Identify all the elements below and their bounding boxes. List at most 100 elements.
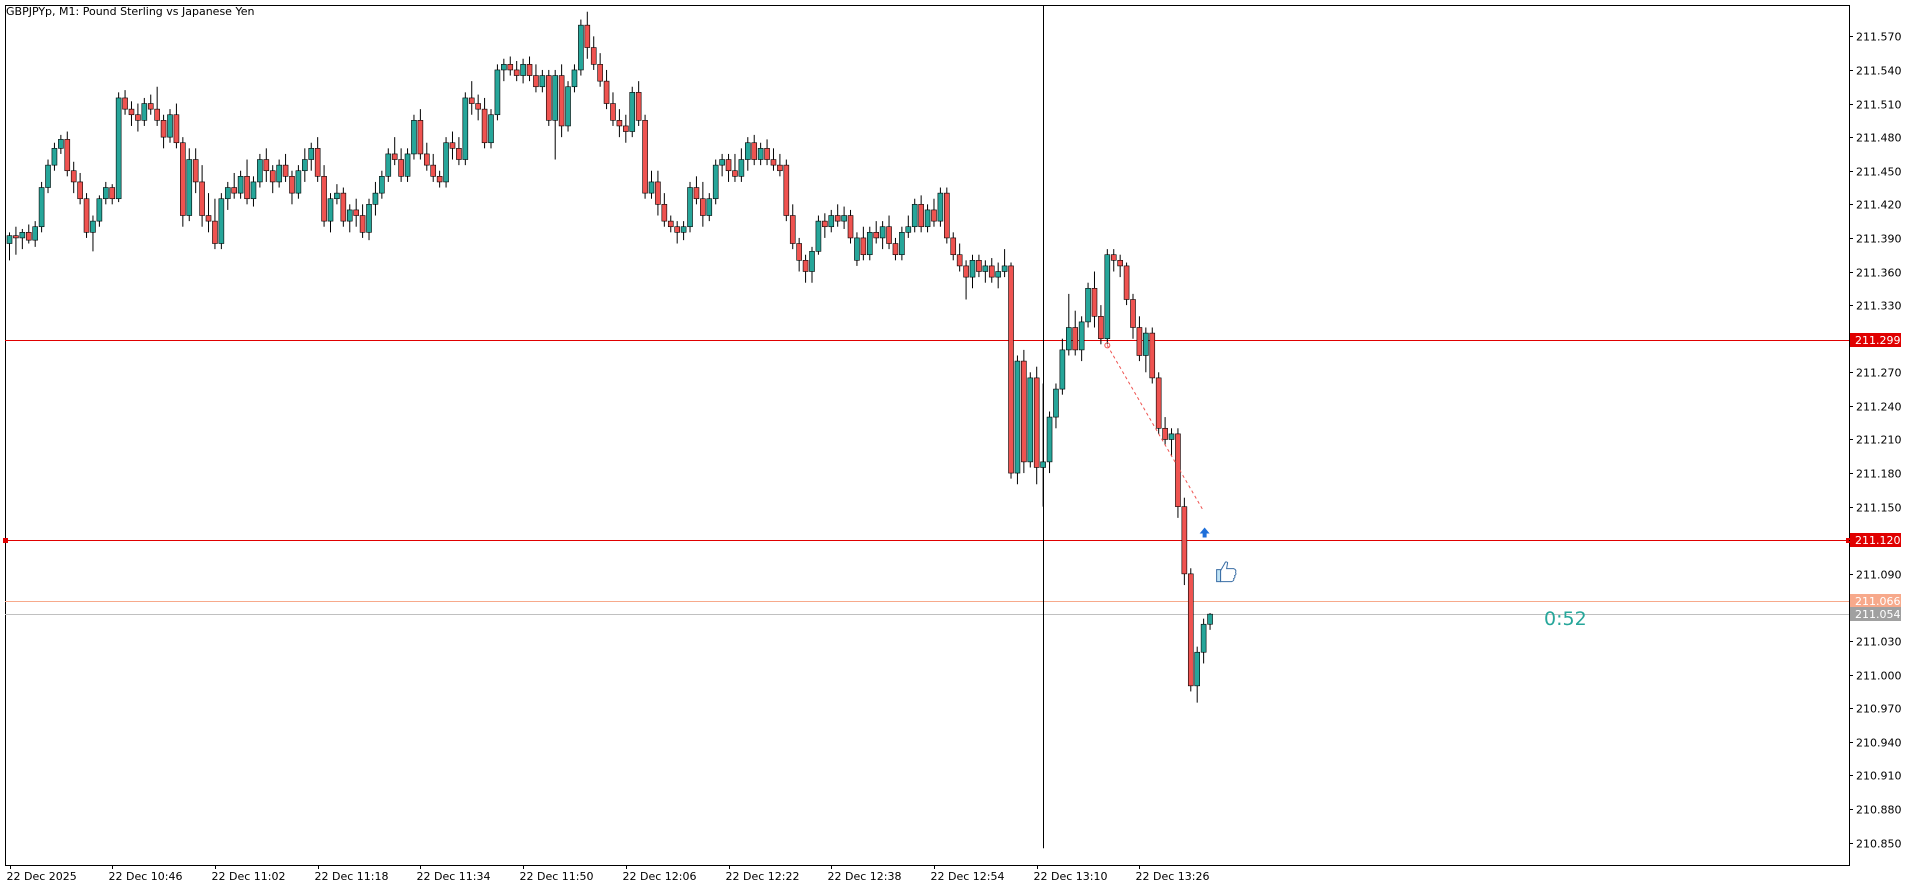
candle-body bbox=[757, 148, 764, 160]
candle-body bbox=[738, 159, 745, 177]
candle-body bbox=[295, 170, 302, 194]
candle-body bbox=[77, 181, 83, 200]
candle-body bbox=[423, 153, 430, 166]
candle-body bbox=[911, 204, 918, 228]
y-axis-label: 211.180 bbox=[1856, 468, 1902, 481]
candle-body bbox=[623, 125, 629, 132]
arrow-up-icon bbox=[1199, 527, 1210, 538]
candle-body bbox=[58, 139, 64, 149]
candle-body bbox=[96, 198, 103, 222]
candle-body bbox=[1130, 299, 1136, 328]
candle-body bbox=[841, 215, 847, 222]
candle-body bbox=[1014, 360, 1021, 474]
candle-body bbox=[1008, 265, 1014, 474]
candle-body bbox=[180, 142, 186, 216]
candle-body bbox=[321, 176, 327, 222]
candle-body bbox=[411, 120, 417, 155]
candle-body bbox=[173, 114, 180, 144]
candle-body bbox=[892, 243, 899, 256]
price-badge-label-support: 211.120 bbox=[1855, 534, 1901, 547]
candle-body bbox=[398, 159, 404, 177]
candle-body bbox=[693, 187, 700, 200]
candle-body bbox=[905, 226, 912, 233]
y-axis-label: 211.420 bbox=[1856, 199, 1902, 212]
x-axis-label: 22 Dec 13:10 bbox=[1034, 870, 1108, 883]
candle-body bbox=[982, 265, 989, 272]
x-axis-label: 22 Dec 11:34 bbox=[417, 870, 491, 883]
candle-body bbox=[1194, 651, 1200, 687]
candle-body bbox=[1168, 433, 1175, 440]
candle-body bbox=[834, 215, 841, 222]
candle-body bbox=[276, 164, 282, 183]
candle-body bbox=[308, 148, 315, 160]
candle-body bbox=[1187, 573, 1194, 687]
candle-body bbox=[956, 254, 963, 267]
candle-body bbox=[796, 243, 802, 261]
candle-body bbox=[167, 114, 173, 138]
level-handle-right[interactable] bbox=[1846, 538, 1851, 543]
candle-body bbox=[32, 226, 38, 241]
candle-body bbox=[103, 187, 109, 200]
candle-body bbox=[1085, 288, 1091, 323]
candle-body bbox=[237, 176, 244, 194]
y-axis-label: 210.880 bbox=[1856, 804, 1902, 817]
candle-body bbox=[231, 187, 237, 194]
candle-body bbox=[597, 64, 603, 82]
x-axis-label: 22 Dec 12:54 bbox=[931, 870, 1005, 883]
candle-body bbox=[520, 64, 526, 76]
candle-body bbox=[436, 176, 443, 183]
candle-body bbox=[462, 97, 469, 160]
candle-body bbox=[815, 220, 822, 252]
y-axis-label: 210.850 bbox=[1856, 838, 1902, 851]
candle-body bbox=[847, 215, 854, 239]
y-axis-label: 210.940 bbox=[1856, 737, 1902, 750]
candle-body bbox=[770, 159, 777, 166]
y-axis-label: 211.510 bbox=[1856, 99, 1902, 112]
candle-body bbox=[526, 64, 533, 76]
candle-body bbox=[1033, 377, 1040, 468]
candle-body bbox=[147, 103, 154, 110]
candle-body bbox=[141, 103, 148, 121]
y-axis-label: 211.240 bbox=[1856, 401, 1902, 414]
candle-body bbox=[822, 220, 828, 228]
candle-body bbox=[616, 120, 623, 127]
y-axis-label: 211.030 bbox=[1856, 636, 1902, 649]
level-handle-left[interactable] bbox=[3, 538, 8, 543]
candle-body bbox=[924, 209, 931, 228]
candle-body bbox=[751, 142, 758, 160]
candle-body bbox=[6, 235, 13, 244]
candle-body bbox=[359, 215, 366, 233]
candle-body bbox=[635, 92, 642, 121]
candle-body bbox=[314, 148, 321, 177]
candle-body bbox=[899, 232, 905, 256]
candle-body bbox=[988, 265, 995, 278]
candle-body bbox=[1110, 254, 1117, 261]
x-axis-label: 22 Dec 11:18 bbox=[315, 870, 389, 883]
candle-body bbox=[192, 159, 199, 183]
candle-body bbox=[244, 176, 250, 200]
candle-body bbox=[269, 170, 276, 183]
candle-body bbox=[1053, 388, 1059, 418]
candle-body bbox=[648, 181, 655, 194]
candle-body bbox=[340, 192, 347, 222]
y-axis-label: 210.910 bbox=[1856, 770, 1902, 783]
candle-body bbox=[963, 265, 969, 278]
candle-body bbox=[109, 187, 116, 200]
y-axis-label: 211.390 bbox=[1856, 233, 1902, 246]
candle-body bbox=[334, 192, 340, 200]
x-axis-label: 22 Dec 12:22 bbox=[726, 870, 800, 883]
candle-body bbox=[931, 209, 937, 222]
y-axis-label: 211.090 bbox=[1856, 569, 1902, 582]
candle-body bbox=[944, 192, 950, 239]
candle-body bbox=[565, 86, 571, 127]
candle-body bbox=[475, 103, 481, 110]
y-axis-label: 211.480 bbox=[1856, 132, 1902, 145]
trade-open-marker bbox=[1104, 342, 1111, 349]
candle-body bbox=[873, 232, 880, 239]
candle-body bbox=[25, 232, 32, 241]
candle-body bbox=[488, 114, 494, 144]
candle-body bbox=[950, 237, 957, 256]
